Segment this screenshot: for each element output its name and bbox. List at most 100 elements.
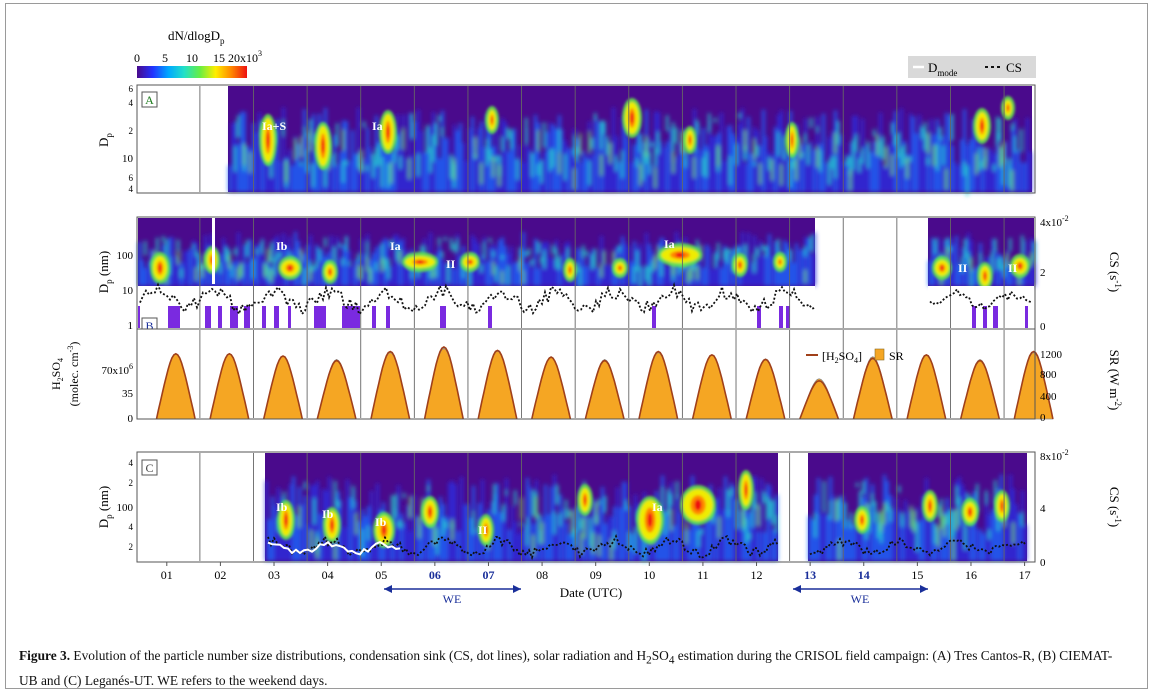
event-bar [314, 306, 326, 328]
x-tick-label: 01 [161, 568, 173, 582]
x-tick-label: 04 [322, 568, 334, 582]
x-tick-label: 13 [804, 568, 816, 582]
panel-a-ylabel: Dp [96, 133, 114, 147]
panel-b-ylabel: Dp (nm) [96, 251, 114, 293]
colorbar: dN/dlogDp 0 5 10 15 20x103 [134, 28, 262, 78]
panel-b-right-label: CS (s-1) [1107, 252, 1123, 292]
panel-c-yaxis: 4 2 100 4 2 Dp (nm) [96, 458, 134, 552]
event-bar [983, 306, 987, 328]
colorbar-gradient [137, 66, 247, 78]
h2so4-line [584, 359, 625, 420]
right-tick: 0 [1040, 412, 1046, 424]
event-bar [342, 306, 360, 328]
x-tick-label: 02 [214, 568, 226, 582]
event-label: Ia+S [262, 119, 287, 133]
right-tick: 800 [1040, 369, 1057, 381]
x-tick-label: 14 [858, 568, 870, 582]
ytick: 6 [129, 173, 134, 183]
x-tick-label: 07 [482, 568, 494, 582]
panel-c-dmode-line [267, 540, 401, 556]
right-tick: 4x10-2 [1040, 214, 1069, 229]
event-bar [262, 306, 266, 328]
h2so4-line [423, 346, 464, 420]
panel-b-cs-line [139, 282, 816, 317]
event-bar [786, 306, 790, 328]
h2so4-line [745, 358, 786, 420]
event-bar [288, 306, 291, 328]
event-label: Ib [276, 500, 288, 514]
figure-caption: Figure 3. Evolution of the particle numb… [19, 648, 1113, 688]
event-label: Ib [276, 239, 288, 253]
x-tick-label: 10 [643, 568, 655, 582]
panel-c-day-lines [199, 453, 1005, 561]
panel-b-cs-line [929, 287, 1033, 312]
ytick: 4 [129, 458, 134, 468]
x-tick-label: 15 [911, 568, 923, 582]
weekend-marker-2: WE [793, 585, 928, 606]
panel-h2so4-right-axis: 1200 800 400 0 SR (W m-2) [1040, 349, 1123, 424]
panel-a-letter-box [141, 91, 158, 108]
panel-c-right-label: CS (s-1) [1107, 487, 1123, 527]
sr-legend-swatch [874, 348, 885, 361]
ytick: 70x106 [102, 362, 134, 377]
ytick: 10 [122, 285, 134, 297]
h2so4-legend-label: [H2SO4] [822, 349, 862, 365]
h2so4-ylabel-line2: (molec. cm-3) [66, 342, 81, 407]
panel-a-yaxis: 6 4 2 10 6 4 Dp [96, 84, 134, 194]
event-label: II [446, 257, 456, 271]
legend-cs: CS [1006, 60, 1022, 75]
h2so4-sr-areas [155, 346, 1054, 420]
panel-h2so4: [H2SO4] SR 70x106 35 0 H2SO4 (molec. cm-… [49, 328, 1123, 425]
ytick: 35 [122, 388, 134, 400]
h2so4-line [155, 352, 196, 420]
h2so4-line [1013, 350, 1054, 420]
ytick: 6 [129, 84, 134, 94]
figure-3-chart: dN/dlogDp 0 5 10 15 20x103 Dmode CS A Ia… [49, 28, 1123, 606]
event-label: Ia [652, 500, 663, 514]
ytick: 0 [128, 413, 134, 425]
h2so4-ylabel-line1: H2SO4 [49, 358, 65, 390]
panel-b: B Ib Ia II Ia II II 100 10 1 Dp (nm) 4x1… [96, 214, 1123, 334]
panel-h2so4-day-lines [199, 330, 1005, 418]
panel-c-cs-line [267, 533, 779, 561]
event-label: II [1008, 261, 1018, 275]
panel-b-event-bars [138, 218, 1028, 328]
panel-a-day-lines [199, 86, 1005, 192]
right-tick: 4 [1040, 503, 1046, 515]
event-bar [440, 306, 446, 328]
event-bar [652, 306, 656, 328]
x-tick-label: 11 [697, 568, 709, 582]
we-label: WE [851, 592, 870, 606]
x-tick-label: 08 [536, 568, 548, 582]
event-label: II [478, 523, 488, 537]
event-bar [218, 306, 222, 328]
event-bar [993, 306, 998, 328]
event-bar [244, 306, 250, 328]
colorbar-tick: 5 [162, 51, 168, 65]
panel-b-heatmap [138, 218, 1036, 328]
ytick: 2 [129, 478, 134, 488]
ytick: 4 [129, 98, 134, 108]
x-tick-label: 16 [965, 568, 977, 582]
panel-a-letter: A [145, 93, 154, 107]
event-label: Ia [372, 119, 383, 133]
panel-c-letter-box [141, 459, 158, 476]
sr-legend-label: SR [889, 349, 904, 363]
right-tick: 0 [1040, 557, 1046, 569]
event-bar [779, 306, 783, 328]
panel-c-right-axis: 8x10-2 4 0 CS (s-1) [1040, 448, 1123, 569]
event-bar [274, 306, 279, 328]
h2so4-legend: [H2SO4] SR [806, 348, 904, 365]
panel-b-letter: B [145, 319, 153, 333]
colorbar-tick: 0 [134, 51, 140, 65]
right-tick: 0 [1040, 321, 1046, 333]
x-axis: 01 02 03 04 05 06 07 08 09 10 11 12 13 14 15 16 17 [161, 562, 1031, 582]
event-label: Ia [664, 237, 675, 251]
h2so4-line [531, 356, 572, 420]
h2so4-line [906, 354, 947, 420]
h2so4-line [316, 359, 357, 420]
x-tick-label: 17 [1019, 568, 1031, 582]
event-label: II [958, 261, 968, 275]
event-bar [230, 306, 238, 328]
event-bar [972, 306, 976, 328]
